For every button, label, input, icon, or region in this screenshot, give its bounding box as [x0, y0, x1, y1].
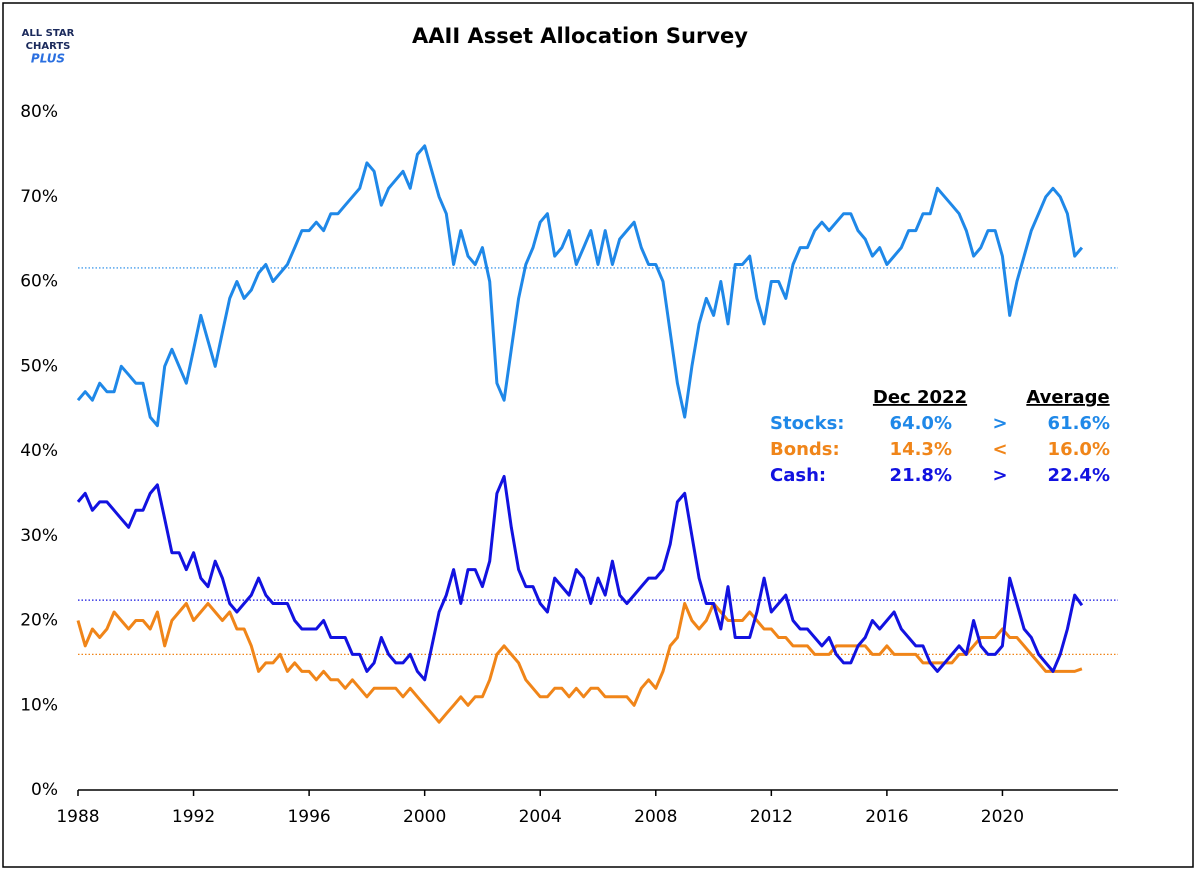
x-tick-label: 2004 — [519, 807, 562, 827]
y-tick-label: 30% — [20, 526, 58, 546]
x-tick-label: 2012 — [750, 807, 793, 827]
x-tick-label: 2016 — [865, 807, 908, 827]
x-tick-label: 1996 — [287, 807, 330, 827]
y-tick-label: 80% — [20, 102, 58, 122]
y-tick-label: 50% — [20, 356, 58, 376]
chart-title: AAII Asset Allocation Survey — [412, 24, 748, 48]
logo-text: ALL STAR — [22, 28, 75, 39]
table-header: Dec 2022 — [873, 387, 967, 408]
logo-text: CHARTS — [26, 41, 71, 52]
x-tick-label: 2000 — [403, 807, 446, 827]
x-tick-label: 1988 — [56, 807, 99, 827]
latest-value: 21.8% — [890, 465, 952, 486]
comparison: < — [992, 439, 1007, 460]
series-line — [76, 144, 1084, 428]
y-tick-label: 60% — [20, 272, 58, 292]
comparison: > — [992, 413, 1007, 434]
series-line — [76, 474, 1084, 682]
table-header: Average — [1026, 387, 1109, 408]
average-value: 16.0% — [1048, 439, 1110, 460]
x-tick-label: 2008 — [634, 807, 677, 827]
x-tick-label: 1992 — [172, 807, 215, 827]
legend-label: Bonds: — [770, 439, 840, 460]
legend-label: Stocks: — [770, 413, 845, 434]
legend-label: Cash: — [770, 465, 826, 486]
average-value: 61.6% — [1048, 413, 1110, 434]
series-line — [76, 602, 1083, 724]
y-tick-label: 0% — [31, 780, 58, 800]
y-tick-label: 70% — [20, 187, 58, 207]
latest-value: 14.3% — [890, 439, 952, 460]
average-value: 22.4% — [1048, 465, 1110, 486]
comparison: > — [992, 465, 1007, 486]
x-tick-label: 2020 — [981, 807, 1024, 827]
y-tick-label: 20% — [20, 611, 58, 631]
latest-value: 64.0% — [890, 413, 952, 434]
y-tick-label: 40% — [20, 441, 58, 461]
logo-text: PLUS — [31, 52, 65, 66]
y-tick-label: 10% — [20, 695, 58, 715]
